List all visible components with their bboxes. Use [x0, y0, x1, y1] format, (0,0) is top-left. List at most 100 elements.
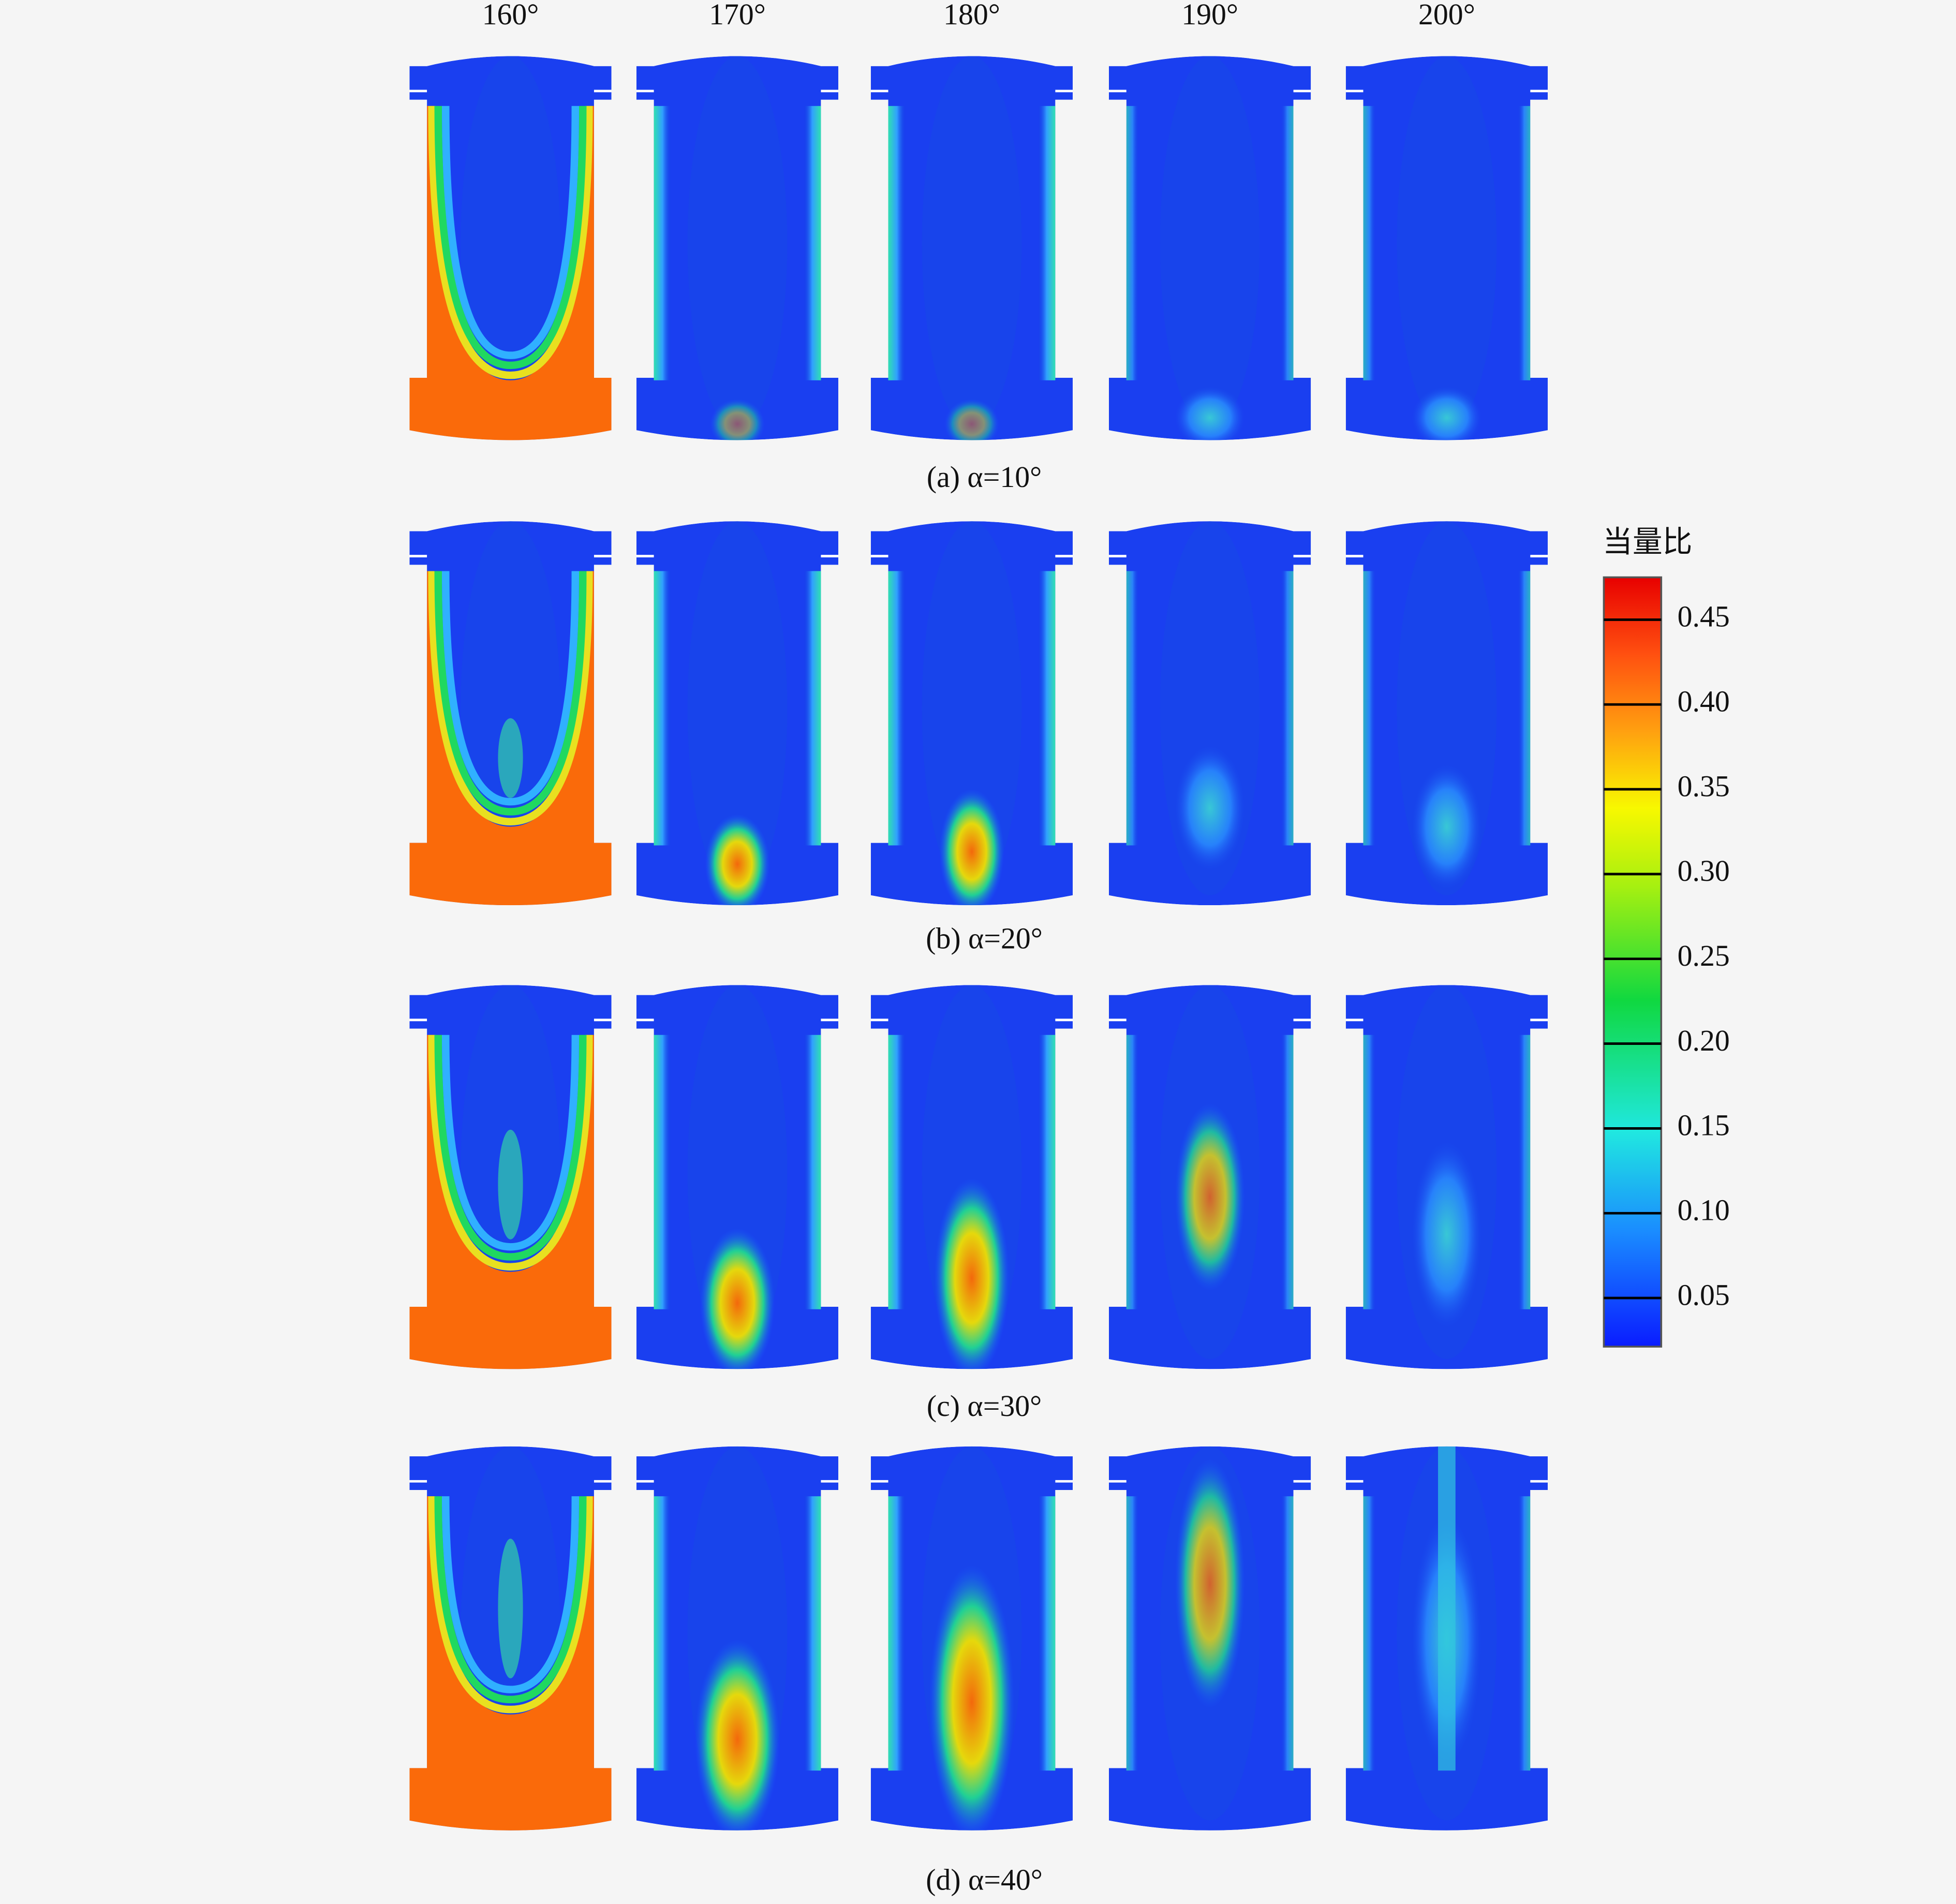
side-strip [1518, 571, 1531, 846]
center-core [687, 56, 788, 431]
column-label: 180° [943, 0, 1000, 31]
warm-spot [1175, 745, 1245, 870]
side-strip [803, 1035, 821, 1309]
side-strip [803, 1496, 821, 1771]
center-core [461, 56, 560, 431]
contour-panel [1108, 56, 1311, 440]
hot-spot [700, 1228, 775, 1369]
colorbar-tick-label: 0.20 [1678, 1024, 1730, 1057]
side-strip [888, 106, 906, 380]
dip [498, 1539, 523, 1678]
colorbar-tick-label: 0.10 [1678, 1193, 1730, 1227]
front-yellow [428, 1035, 593, 1271]
warm-spot [1412, 764, 1482, 889]
front-green [434, 1496, 587, 1704]
warm-spot [1175, 1103, 1245, 1291]
colorbar-tick-label: 0.30 [1678, 854, 1730, 888]
center-core [1397, 56, 1497, 431]
contour-panel [870, 985, 1073, 1369]
contour-panel [870, 56, 1073, 440]
front-green [434, 1035, 587, 1261]
panel-field [1345, 521, 1548, 906]
side-strip [1126, 571, 1139, 846]
contour-panel [409, 521, 612, 906]
side-strip [1038, 1035, 1056, 1309]
colorbar-scale [1603, 576, 1663, 1348]
rich-region [409, 571, 612, 906]
front-cyan [442, 1496, 580, 1693]
front-yellow [428, 1496, 593, 1714]
panel-field [1345, 56, 1548, 440]
column-label: 190° [1181, 0, 1238, 31]
side-strip [803, 571, 821, 846]
contour-panel [636, 1446, 839, 1831]
panel-field [409, 56, 612, 440]
row-caption: (b) α=20° [926, 921, 1043, 955]
side-strip [1363, 1496, 1376, 1771]
panel-field [1345, 985, 1548, 1369]
center-core [1160, 56, 1260, 431]
hot-spot [710, 398, 765, 440]
warm-spot [1175, 1458, 1245, 1708]
side-strip [1518, 106, 1531, 380]
front-yellow [428, 106, 593, 379]
panel-field [870, 985, 1073, 1369]
side-strip [1518, 1496, 1531, 1771]
side-strip [654, 571, 672, 846]
side-strip [1038, 571, 1056, 846]
contour-panel [409, 1446, 612, 1831]
contour-panel [870, 1446, 1073, 1831]
front-cyan [442, 571, 580, 806]
rich-region [409, 106, 612, 440]
side-strip [1281, 1035, 1294, 1309]
panel-field [1108, 1446, 1311, 1831]
contour-panel [409, 985, 612, 1369]
hot-spot [934, 1178, 1010, 1369]
row-caption: (d) α=40° [926, 1863, 1043, 1896]
front-green [434, 571, 587, 816]
colorbar-tick-label: 0.45 [1678, 600, 1730, 633]
contour-panel [636, 985, 839, 1369]
rich-region [409, 1035, 612, 1369]
warm-spot [1412, 386, 1482, 440]
panel-field [636, 1446, 839, 1831]
side-strip [1126, 1496, 1139, 1771]
side-strip [888, 1496, 906, 1771]
side-strip [888, 571, 906, 846]
front-yellow [428, 571, 593, 825]
contour-panel [1345, 1446, 1548, 1831]
side-strip [1363, 571, 1376, 846]
colorbar-tick-label: 0.35 [1678, 769, 1730, 803]
contour-panel [870, 521, 1073, 906]
panel-field [409, 521, 612, 906]
contour-panel [1345, 56, 1548, 440]
front-green [434, 106, 587, 370]
panel-field [409, 1446, 612, 1831]
panel-field [870, 1446, 1073, 1831]
side-strip [888, 1035, 906, 1309]
contour-panel [1108, 985, 1311, 1369]
side-strip [654, 106, 672, 380]
side-strip [1363, 106, 1376, 380]
center-core [922, 521, 1022, 895]
panel-field [870, 521, 1073, 906]
side-strip [1126, 106, 1139, 380]
panel-field [1345, 1446, 1548, 1831]
hot-spot [929, 1564, 1014, 1831]
side-strip [803, 106, 821, 380]
contour-panel [1108, 1446, 1311, 1831]
panel-field [1108, 56, 1311, 440]
colorbar-tick-label: 0.25 [1678, 939, 1730, 972]
colorbar: 当量比 0.45 0.40 0.35 0.30 0.25 0.20 0.15 0.10 0.05 [1603, 524, 1730, 1348]
colorbar-tick-label: 0.40 [1678, 685, 1730, 718]
panel-field [870, 56, 1073, 440]
front-cyan [442, 106, 580, 359]
contour-panel [1108, 521, 1311, 906]
colorbar-tick-label: 0.15 [1678, 1109, 1730, 1142]
side-strip [1281, 571, 1294, 846]
dip [498, 1129, 523, 1239]
side-strip [1281, 106, 1294, 380]
contour-panel [1345, 985, 1548, 1369]
